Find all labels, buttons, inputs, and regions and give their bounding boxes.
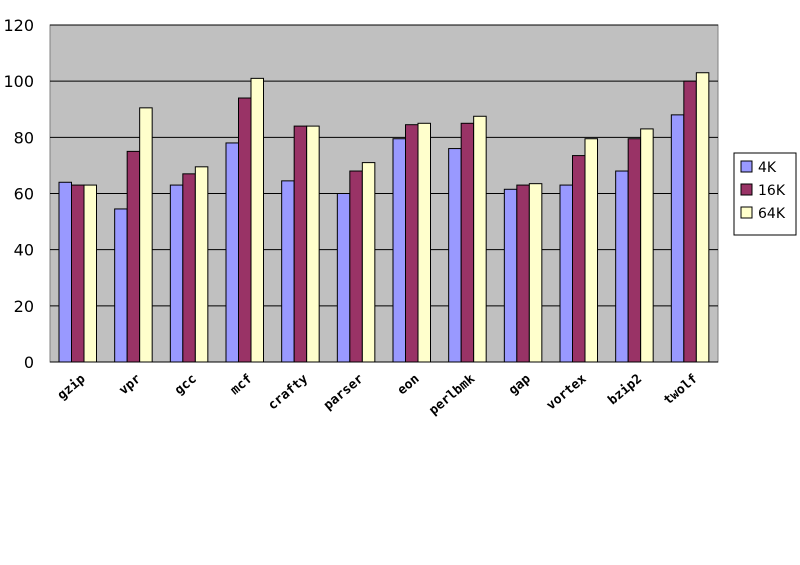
bar-4k-bzip2 — [615, 170, 629, 363]
bar-64k-parser — [361, 162, 376, 363]
bar-64k-twolf — [695, 72, 710, 363]
bar-16k-vpr — [126, 150, 141, 363]
bar-64k-bzip2 — [640, 128, 654, 363]
y-tick-label: 120 — [3, 16, 34, 35]
legend-label: 64K — [758, 206, 786, 222]
bar-64k-gcc — [194, 166, 209, 363]
bar-4k-gzip — [58, 181, 72, 363]
bar-4k-eon — [392, 138, 406, 363]
x-tick-label: gcc — [172, 372, 200, 399]
bar-16k-crafty — [293, 125, 308, 363]
bar-16k-vortex — [572, 155, 586, 363]
gridlines — [50, 24, 718, 307]
x-tick-label: gzip — [55, 371, 89, 403]
bar-4k-vpr — [114, 208, 128, 363]
bar-16k-mcf — [238, 97, 252, 363]
bar-64k-perlbmk — [473, 115, 487, 363]
bar-4k-gcc — [169, 184, 184, 363]
bar-4k-parser — [336, 193, 351, 363]
x-tick-label: mcf — [228, 372, 256, 399]
bar-64k-gap — [528, 183, 543, 363]
bar-4k-mcf — [225, 142, 239, 363]
bar-64k-eon — [417, 122, 431, 363]
bar-4k-perlbmk — [448, 148, 462, 363]
bar-64k-vpr — [139, 107, 153, 363]
x-tick-label: parser — [321, 371, 367, 413]
bar-64k-mcf — [250, 77, 264, 363]
bar-16k-gzip — [71, 184, 85, 363]
y-tick-label: 80 — [14, 128, 34, 147]
legend: 4K 16K 64K — [733, 152, 797, 236]
x-tick-label: bzip2 — [605, 372, 645, 409]
bar-4k-gap — [503, 188, 518, 363]
x-tick-label: crafty — [265, 371, 311, 413]
bar-16k-gap — [516, 184, 530, 363]
legend-label: 16K — [758, 183, 786, 199]
x-tick-label: vpr — [116, 371, 144, 398]
bars — [58, 72, 710, 363]
y-tick-label: 60 — [14, 185, 34, 204]
x-tick-label: twolf — [661, 372, 701, 409]
bar-64k-gzip — [83, 184, 97, 363]
bar-16k-eon — [405, 124, 419, 363]
x-axis-ticks: gzip vpr gcc mcf crafty parser eon perlbmk gap vo… — [55, 371, 701, 418]
legend-swatch-64k — [740, 206, 753, 219]
x-tick-label: perlbmk — [426, 371, 478, 418]
bar-16k-perlbmk — [460, 122, 475, 363]
bar-16k-twolf — [683, 80, 697, 363]
y-tick-label: 0 — [24, 353, 34, 372]
bar-4k-crafty — [281, 180, 295, 363]
bar-4k-twolf — [670, 114, 685, 363]
y-tick-label: 20 — [14, 297, 34, 316]
y-tick-label: 40 — [14, 241, 34, 260]
x-tick-label: eon — [395, 372, 423, 399]
bar-4k-vortex — [559, 184, 573, 363]
y-axis-ticks: 0 20 40 60 80 100 120 — [3, 16, 34, 372]
legend-swatch-4k — [740, 160, 753, 173]
y-tick-label: 100 — [3, 72, 34, 91]
x-tick-label: vortex — [544, 371, 590, 413]
bar-16k-bzip2 — [627, 138, 642, 363]
bar-64k-crafty — [306, 125, 320, 363]
legend-label: 4K — [758, 160, 777, 176]
legend-swatch-16k — [740, 183, 753, 196]
bar-64k-vortex — [584, 138, 598, 363]
x-tick-label: gap — [506, 371, 534, 398]
bar-16k-gcc — [182, 173, 196, 363]
bar-16k-parser — [349, 170, 363, 363]
